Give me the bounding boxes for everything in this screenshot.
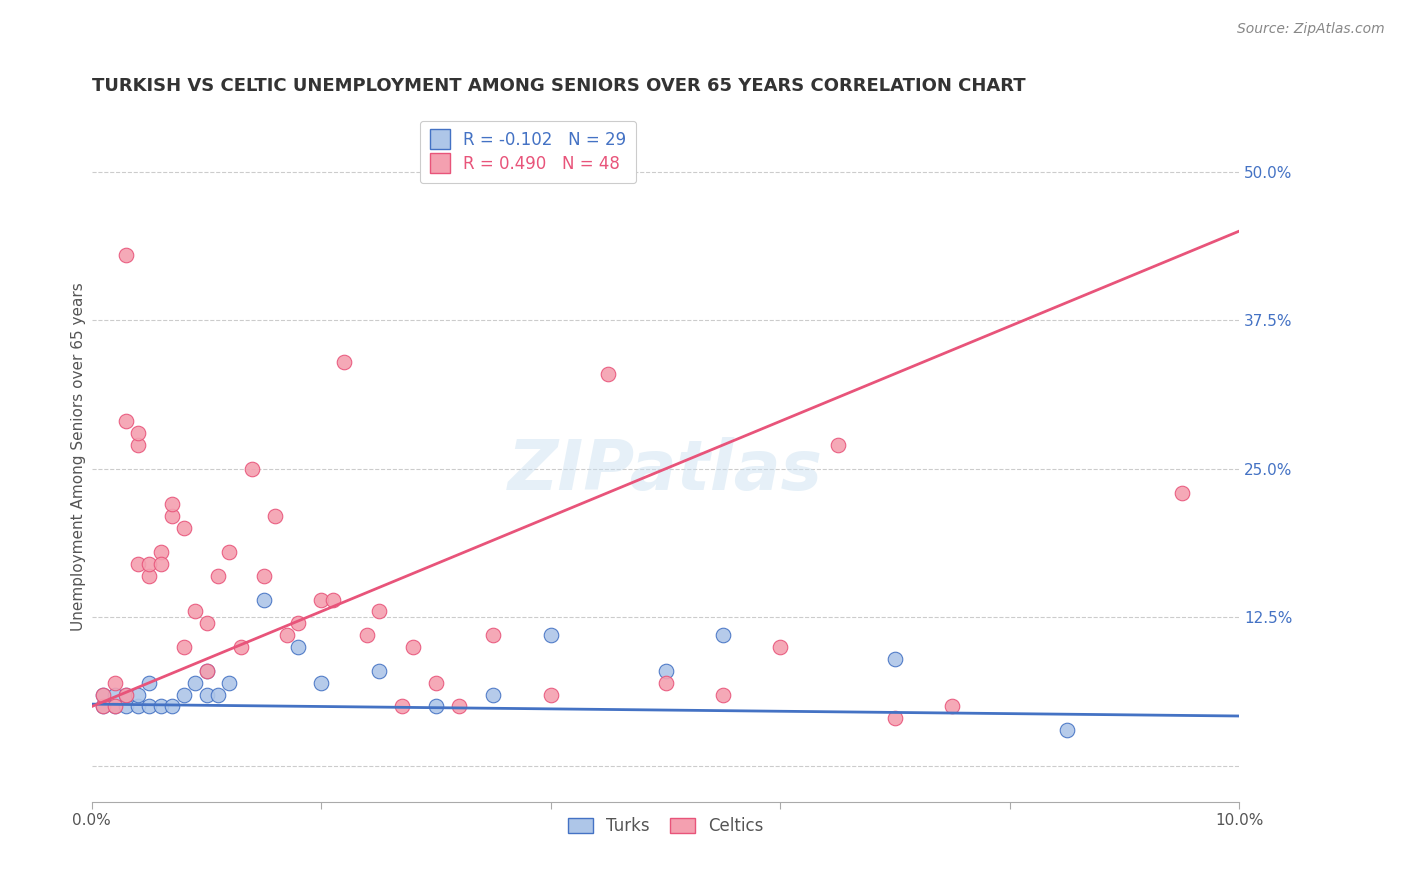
Point (827, 438, 849, 452)
Point (367, 604, 389, 618)
Point (149, 699, 172, 714)
Point (195, 616, 218, 631)
Point (447, 699, 470, 714)
Point (160, 509, 183, 524)
Point (115, 699, 138, 714)
Point (425, 675, 447, 690)
Point (482, 628, 505, 642)
Point (138, 699, 160, 714)
Point (91, 699, 114, 714)
Point (884, 711, 907, 725)
Point (149, 545, 172, 559)
Point (173, 688, 195, 702)
Point (138, 557, 160, 571)
Point (91, 688, 114, 702)
Point (253, 568, 276, 582)
Point (311, 592, 333, 607)
Text: ZIPatlas: ZIPatlas (508, 437, 823, 504)
Point (769, 640, 792, 654)
Point (287, 616, 309, 631)
Point (127, 557, 149, 571)
Point (218, 545, 240, 559)
Text: TURKISH VS CELTIC UNEMPLOYMENT AMONG SENIORS OVER 65 YEARS CORRELATION CHART: TURKISH VS CELTIC UNEMPLOYMENT AMONG SEN… (91, 78, 1025, 95)
Point (1056, 723, 1078, 738)
Point (356, 628, 378, 642)
Point (160, 498, 183, 512)
Point (322, 592, 344, 607)
Point (207, 568, 229, 582)
Point (138, 675, 160, 690)
Point (333, 355, 356, 369)
Point (941, 699, 963, 714)
Point (287, 640, 309, 654)
Point (91, 688, 114, 702)
Point (264, 509, 287, 524)
Point (253, 592, 276, 607)
Point (127, 438, 149, 452)
Point (654, 664, 676, 678)
Point (391, 699, 413, 714)
Point (598, 367, 620, 381)
Point (127, 426, 149, 441)
Point (402, 640, 425, 654)
Point (884, 652, 907, 666)
Point (311, 675, 333, 690)
Point (184, 604, 207, 618)
Point (104, 688, 127, 702)
Point (367, 664, 389, 678)
Point (104, 699, 127, 714)
Point (425, 699, 447, 714)
Legend: Turks, Celtics: Turks, Celtics (561, 810, 770, 841)
Point (115, 688, 138, 702)
Point (138, 568, 160, 582)
Point (1171, 485, 1194, 500)
Point (276, 628, 298, 642)
Point (229, 640, 252, 654)
Point (149, 557, 172, 571)
Point (173, 640, 195, 654)
Point (104, 675, 127, 690)
Text: Source: ZipAtlas.com: Source: ZipAtlas.com (1237, 22, 1385, 37)
Point (195, 664, 218, 678)
Point (127, 699, 149, 714)
Point (711, 688, 734, 702)
Point (654, 675, 676, 690)
Point (173, 521, 195, 535)
Point (242, 462, 264, 476)
Point (540, 628, 562, 642)
Point (711, 628, 734, 642)
Y-axis label: Unemployment Among Seniors over 65 years: Unemployment Among Seniors over 65 years (72, 283, 86, 632)
Point (195, 664, 218, 678)
Point (115, 248, 138, 262)
Point (218, 675, 240, 690)
Point (127, 688, 149, 702)
Point (104, 699, 127, 714)
Point (91, 699, 114, 714)
Point (195, 688, 218, 702)
Point (207, 688, 229, 702)
Point (540, 688, 562, 702)
Point (115, 688, 138, 702)
Point (160, 699, 183, 714)
Point (115, 414, 138, 428)
Point (482, 688, 505, 702)
Point (184, 675, 207, 690)
